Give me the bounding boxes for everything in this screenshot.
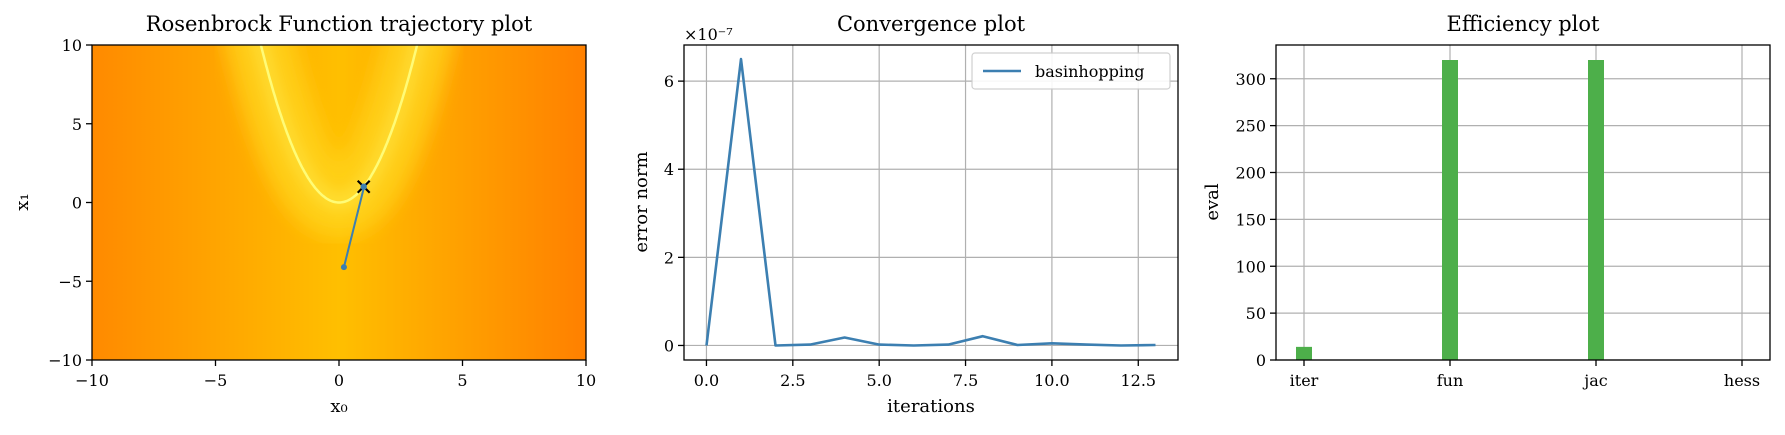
legend-label: basinhopping [1035, 62, 1145, 81]
trajectory-xtick-label: 5 [457, 371, 467, 390]
efficiency-ytick-label: 150 [1235, 210, 1266, 229]
trajectory-xtick-label: 10 [576, 371, 596, 390]
efficiency-x-ticks: iter fun jac hess [1290, 360, 1760, 390]
efficiency-xtick-label: iter [1290, 371, 1319, 390]
efficiency-xtick-label: jac [1582, 371, 1608, 390]
trajectory-line [342, 188, 365, 268]
convergence-xtick-label: 2.5 [780, 371, 805, 390]
efficiency-xtick-label: hess [1724, 371, 1760, 390]
convergence-xtick-label: 0.0 [694, 371, 719, 390]
trajectory-ytick-label: 0 [72, 194, 82, 213]
contour-valley-core [259, 45, 419, 204]
convergence-xtick-label: 5.0 [866, 371, 891, 390]
efficiency-grid [1276, 45, 1770, 361]
efficiency-ytick-label: 300 [1235, 70, 1266, 89]
trajectory-xlabel: x₀ [330, 396, 347, 417]
efficiency-ytick-label: 250 [1235, 117, 1266, 136]
convergence-xtick-label: 10.0 [1034, 371, 1070, 390]
efficiency-title: Efficiency plot [1447, 12, 1600, 36]
efficiency-axes-frame [1275, 44, 1771, 361]
convergence-axes-frame [683, 44, 1179, 361]
convergence-panel: Convergence plot 0.0 2.5 5.0 7.5 10.0 12.5 0 2… [631, 12, 1179, 417]
efficiency-y-ticks: 0 50 100 150 200 250 300 [1235, 70, 1276, 370]
convergence-series-line [705, 57, 1156, 347]
efficiency-panel: Efficiency plot iter fun jac hess 0 50 100 150… [1202, 12, 1771, 390]
efficiency-bar-iter [1296, 346, 1312, 360]
trajectory-xtick-label: −5 [204, 371, 228, 390]
trajectory-y-ticks: −10 −5 0 5 10 [48, 36, 92, 370]
efficiency-ytick-label: 200 [1235, 164, 1266, 183]
trajectory-ytick-label: −10 [48, 351, 82, 370]
trajectory-panel: Rosenbrock Function trajectory plot −10−… [12, 12, 596, 417]
convergence-x-ticks: 0.0 2.5 5.0 7.5 10.0 12.5 [694, 360, 1156, 390]
convergence-legend: basinhopping [971, 52, 1171, 90]
trajectory-ytick-label: 5 [72, 115, 82, 134]
convergence-xtick-label: 7.5 [953, 371, 978, 390]
efficiency-ytick-label: 100 [1235, 257, 1266, 276]
efficiency-bar-fun [1442, 60, 1458, 360]
trajectory-xtick-label: 0 [334, 371, 344, 390]
trajectory-x-ticks: −10 −5 0 5 10 [75, 360, 596, 390]
convergence-ytick-label: 6 [664, 72, 674, 91]
convergence-y-ticks: 0 2 4 6 [664, 72, 684, 355]
convergence-ytick-label: 4 [664, 160, 674, 179]
efficiency-xtick-label: fun [1437, 371, 1464, 390]
legend-box [971, 52, 1171, 90]
trajectory-end-marker [356, 179, 371, 194]
efficiency-bar-jac [1588, 60, 1604, 360]
efficiency-ylabel: eval [1202, 183, 1223, 221]
convergence-ytick-label: 2 [664, 248, 674, 267]
convergence-title: Convergence plot [837, 12, 1026, 36]
convergence-xtick-label: 12.5 [1120, 371, 1156, 390]
trajectory-start-point [340, 264, 347, 271]
trajectory-title: Rosenbrock Function trajectory plot [146, 12, 533, 36]
trajectory-xtick-label: −10 [75, 371, 109, 390]
efficiency-ytick-label: 0 [1256, 351, 1266, 370]
convergence-scale-label: ×10⁻⁷ [684, 25, 733, 44]
trajectory-ytick-label: 10 [62, 36, 82, 55]
trajectory-ytick-label: −5 [58, 272, 82, 291]
convergence-xlabel: iterations [887, 396, 975, 417]
efficiency-bars [1296, 60, 1604, 360]
convergence-ytick-label: 0 [664, 336, 674, 355]
efficiency-ytick-label: 50 [1246, 304, 1266, 323]
convergence-ylabel: error norm [631, 151, 652, 252]
trajectory-ylabel: x₁ [12, 193, 33, 210]
